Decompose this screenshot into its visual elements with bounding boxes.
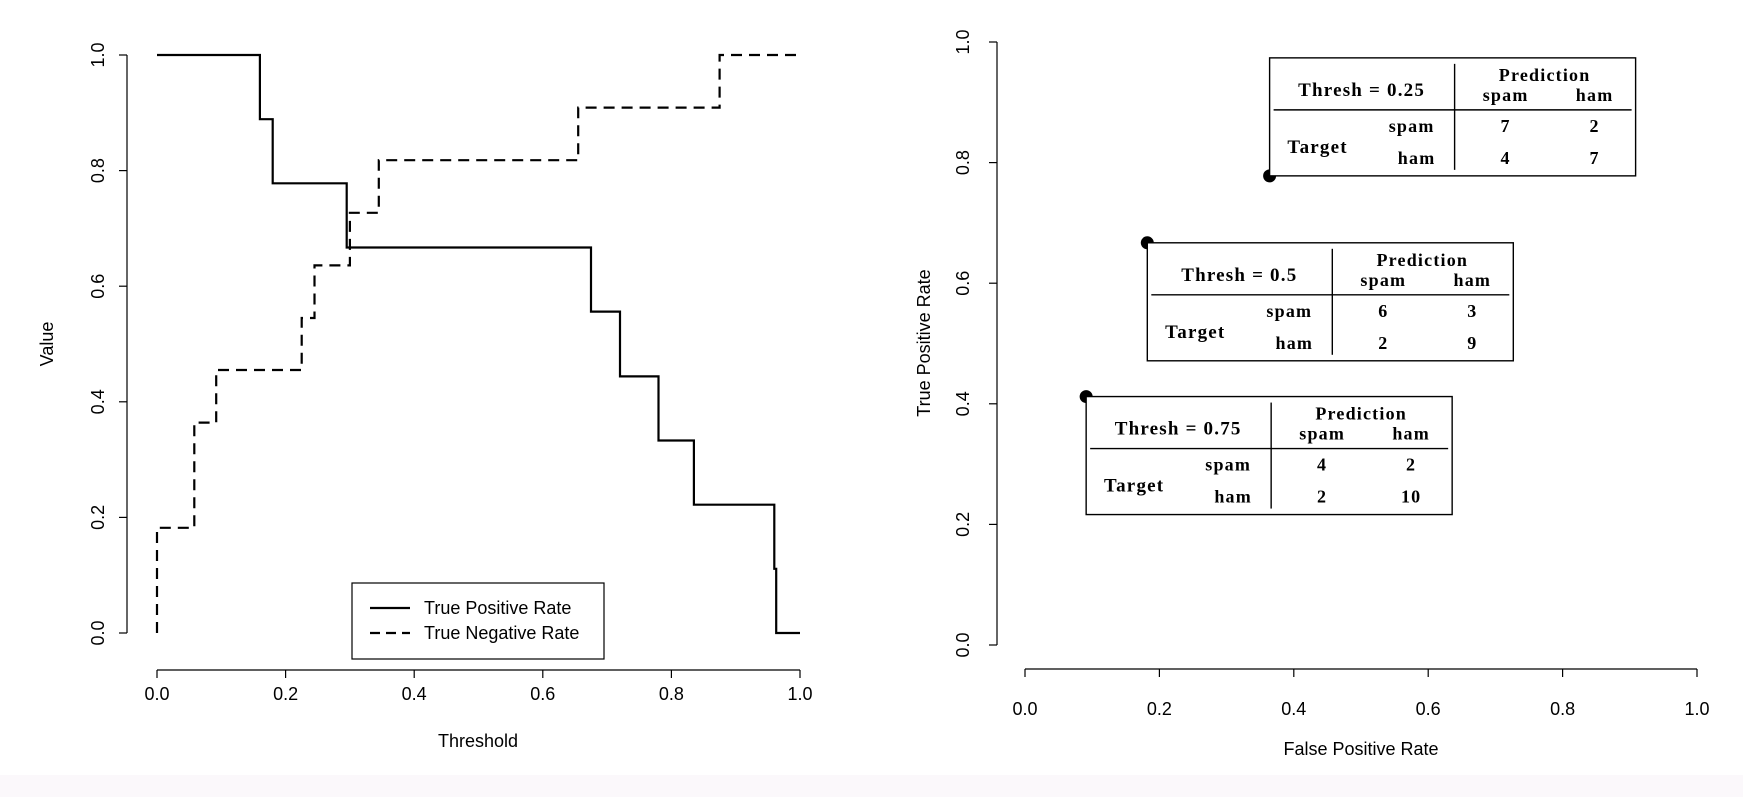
pred-class-spam: spam (1299, 424, 1345, 444)
left-y-tick-label: 0.0 (88, 620, 108, 645)
right-y-tick-label: 1.0 (953, 29, 973, 54)
pred-class-ham: ham (1576, 85, 1614, 105)
target-label: Target (1165, 322, 1225, 343)
legend-box (351, 582, 605, 660)
thresh-label: Thresh = 0.75 (1115, 419, 1242, 440)
confusion-cell: 10 (1401, 487, 1421, 507)
confusion-table-border (1146, 242, 1515, 362)
left-x-tick-label: 1.0 (787, 684, 812, 704)
legend-label-tpr: True Positive Rate (424, 598, 571, 618)
target-class-spam: spam (1266, 301, 1312, 321)
left-series-layer (155, 53, 800, 635)
right-y-tick-label: 0.6 (953, 271, 973, 296)
confusion-cell: 3 (1467, 301, 1477, 321)
left-x-axis-title: Threshold (438, 731, 518, 751)
thresh-label: Thresh = 0.25 (1298, 80, 1425, 101)
confusion-cell: 2 (1378, 333, 1388, 353)
confusion-cell: 2 (1317, 487, 1327, 507)
target-label: Target (1104, 476, 1164, 497)
confusion-table-border (1268, 57, 1637, 177)
right-y-axis-title: True Positive Rate (914, 269, 934, 416)
left-y-tick-label: 1.0 (88, 42, 108, 67)
target-class-spam: spam (1389, 116, 1435, 136)
right-roc-chart: 0.0 0.2 0.4 0.6 0.8 1.0 0.0 0.2 0.4 0.6 0.8 1.0 Thr… (914, 29, 1710, 759)
confusion-cell: 2 (1590, 116, 1600, 136)
right-y-tick-label: 0.2 (953, 512, 973, 537)
right-y-tick-label: 0.8 (953, 150, 973, 175)
pred-class-ham: ham (1453, 270, 1491, 290)
left-y-tick-label: 0.2 (88, 505, 108, 530)
left-y-tick-label: 0.4 (88, 389, 108, 414)
confusion-cell: 9 (1467, 333, 1477, 353)
prediction-label: Prediction (1376, 250, 1468, 270)
left-axes: 0.0 0.2 0.4 0.6 0.8 1.0 0.0 0.2 0.4 0.6 0.8 1.0 (88, 42, 813, 704)
pred-class-spam: spam (1483, 85, 1529, 105)
confusion-cell: 2 (1406, 455, 1416, 475)
legend-label-tnr: True Negative Rate (424, 623, 579, 643)
left-x-tick-label: 0.4 (402, 684, 427, 704)
series-line-true-positive-rate (157, 53, 800, 635)
left-x-tick-label: 0.2 (273, 684, 298, 704)
target-label: Target (1287, 137, 1347, 158)
right-x-tick-label: 0.2 (1147, 699, 1172, 719)
right-y-tick-label: 0.0 (953, 632, 973, 657)
right-axes: 0.0 0.2 0.4 0.6 0.8 1.0 0.0 0.2 0.4 0.6 0.8 1.0 (953, 29, 1710, 719)
left-y-tick-label: 0.8 (88, 158, 108, 183)
target-class-ham: ham (1214, 487, 1252, 507)
left-threshold-chart: 0.0 0.2 0.4 0.6 0.8 1.0 0.0 0.2 0.4 0.6 0.8 1.0 Tru… (37, 42, 813, 751)
right-x-tick-label: 0.4 (1281, 699, 1306, 719)
target-class-spam: spam (1205, 455, 1251, 475)
pred-class-ham: ham (1392, 424, 1430, 444)
confusion-cell: 6 (1378, 301, 1388, 321)
confusion-cell: 7 (1501, 116, 1511, 136)
left-x-tick-label: 0.0 (144, 684, 169, 704)
left-y-tick-label: 0.6 (88, 274, 108, 299)
target-class-ham: ham (1275, 333, 1313, 353)
series-line-true-negative-rate (155, 53, 800, 633)
confusion-cell: 7 (1590, 148, 1600, 168)
bottom-band (0, 775, 1743, 797)
right-x-axis-title: False Positive Rate (1283, 739, 1438, 759)
right-x-tick-label: 0.6 (1416, 699, 1441, 719)
right-x-tick-label: 0.0 (1012, 699, 1037, 719)
prediction-label: Prediction (1315, 404, 1407, 424)
right-y-tick-label: 0.4 (953, 391, 973, 416)
left-x-tick-label: 0.8 (659, 684, 684, 704)
right-x-tick-label: 1.0 (1684, 699, 1709, 719)
left-y-axis-title: Value (37, 322, 57, 367)
thresh-label: Thresh = 0.5 (1181, 265, 1297, 286)
pred-class-spam: spam (1360, 270, 1406, 290)
prediction-label: Prediction (1499, 65, 1591, 85)
right-x-tick-label: 0.8 (1550, 699, 1575, 719)
confusion-table-border (1085, 395, 1453, 516)
left-x-tick-label: 0.6 (530, 684, 555, 704)
confusion-cell: 4 (1317, 455, 1327, 475)
target-class-ham: ham (1398, 148, 1436, 168)
confusion-cell: 4 (1501, 148, 1511, 168)
left-legend: True Positive Rate True Negative Rate (351, 582, 605, 660)
